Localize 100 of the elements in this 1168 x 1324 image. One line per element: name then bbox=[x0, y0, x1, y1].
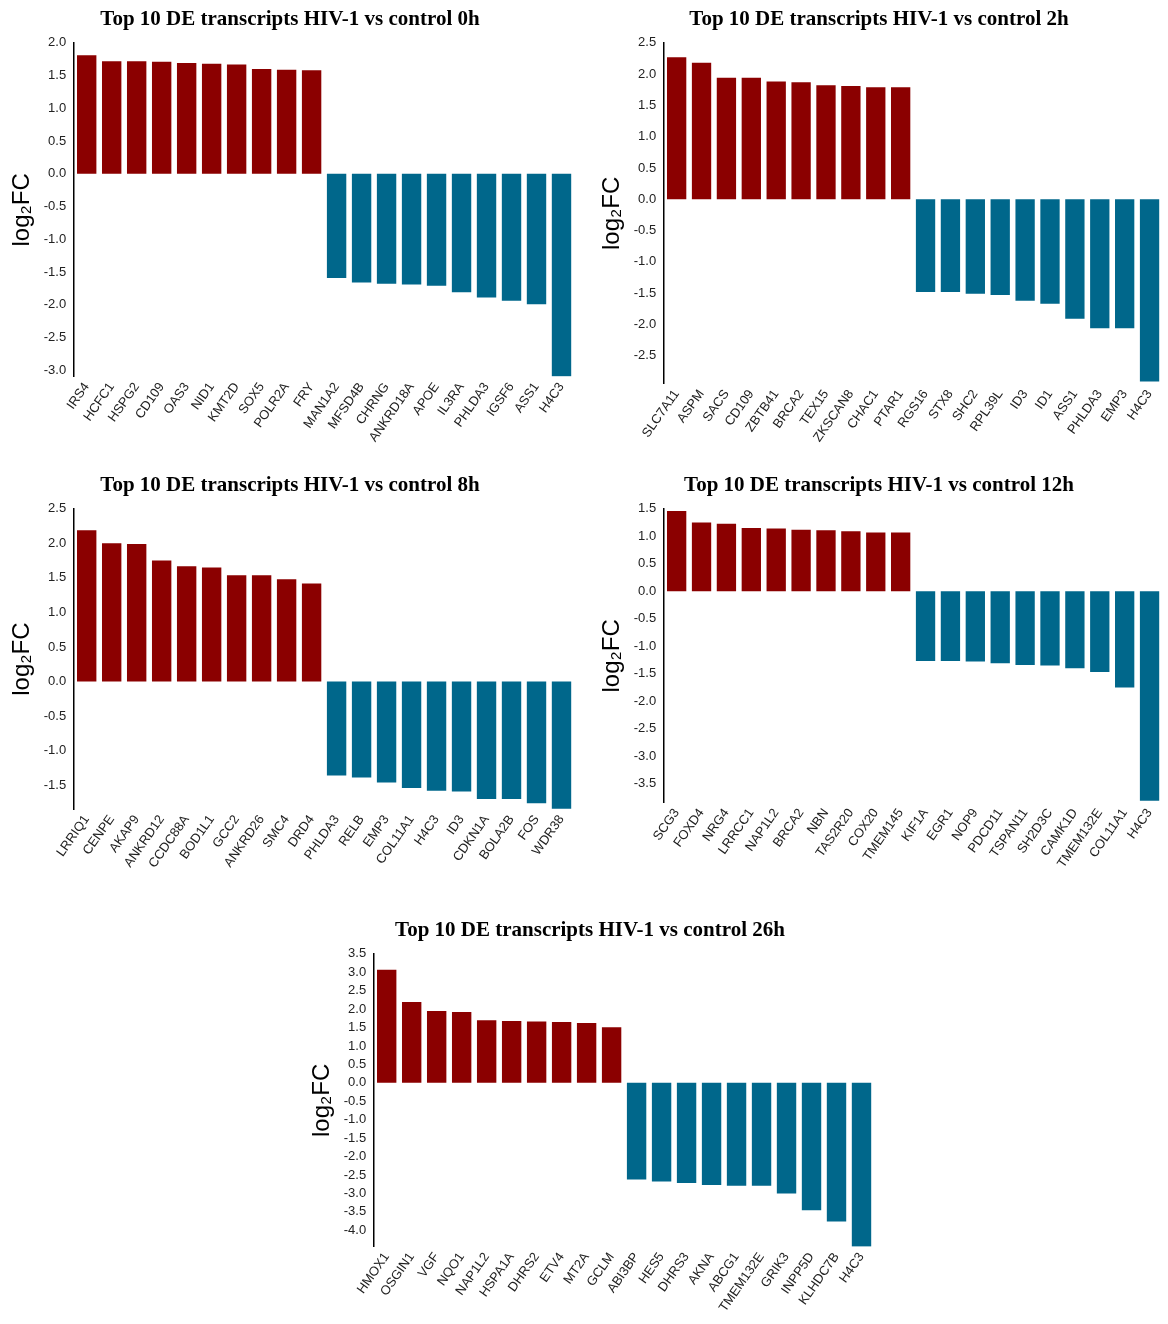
bar bbox=[915, 199, 936, 292]
bar bbox=[1015, 591, 1035, 665]
bar bbox=[301, 70, 322, 174]
bar bbox=[101, 61, 122, 174]
chart-title: Top 10 DE transcripts HIV-1 vs control 8h bbox=[99, 471, 481, 498]
bar bbox=[716, 523, 737, 592]
bar bbox=[526, 1021, 547, 1083]
bar bbox=[576, 1023, 597, 1083]
bar bbox=[1065, 199, 1085, 319]
y-tick-label: -2.5 bbox=[633, 347, 657, 363]
bar bbox=[451, 173, 472, 293]
y-tick-label: -0.5 bbox=[43, 707, 67, 723]
y-axis-title: log₂FC bbox=[597, 619, 625, 693]
y-tick-label: 3.5 bbox=[348, 945, 367, 961]
bar bbox=[751, 1082, 772, 1186]
chart-title: Top 10 DE transcripts HIV-1 vs control 12h bbox=[683, 471, 1075, 498]
y-tick-label: 1.0 bbox=[348, 1037, 367, 1053]
bar bbox=[691, 522, 712, 592]
bar bbox=[1065, 591, 1085, 669]
bar bbox=[426, 681, 447, 791]
bar bbox=[940, 591, 961, 662]
chart-title: Top 10 DE transcripts HIV-1 vs control 0h bbox=[99, 5, 481, 32]
y-tick-label: 1.5 bbox=[638, 500, 657, 516]
y-tick-label: 1.0 bbox=[638, 128, 657, 144]
bar bbox=[676, 1082, 697, 1184]
bar bbox=[1115, 591, 1135, 688]
bar bbox=[701, 1082, 722, 1185]
bar bbox=[377, 969, 397, 1083]
y-tick-label: -2.5 bbox=[43, 329, 67, 345]
y-tick-label: -3.0 bbox=[633, 747, 657, 763]
bar bbox=[276, 579, 297, 682]
bar bbox=[666, 511, 687, 592]
bar bbox=[776, 1082, 797, 1194]
bar bbox=[126, 61, 147, 174]
y-tick-label: 2.0 bbox=[638, 65, 657, 81]
y-tick-label: -3.0 bbox=[343, 1184, 367, 1200]
bar bbox=[401, 681, 422, 788]
bar bbox=[1139, 199, 1160, 382]
y-tick-label: -1.5 bbox=[633, 665, 657, 681]
y-tick-label: -1.0 bbox=[633, 253, 657, 269]
y-tick-label: 0.0 bbox=[638, 582, 657, 598]
bar bbox=[401, 173, 422, 285]
bar bbox=[801, 1082, 822, 1211]
bar bbox=[816, 530, 836, 592]
bar bbox=[451, 681, 472, 792]
bar bbox=[176, 566, 197, 682]
bar bbox=[326, 681, 347, 776]
y-tick-label: -1.5 bbox=[343, 1129, 367, 1145]
y-tick-label: 0.0 bbox=[348, 1074, 367, 1090]
bar bbox=[766, 81, 786, 200]
bar bbox=[101, 543, 122, 682]
y-tick-label: 0.5 bbox=[638, 159, 657, 175]
y-tick-label: 3.0 bbox=[348, 963, 367, 979]
bar bbox=[851, 1082, 872, 1247]
chart-title: Top 10 DE transcripts HIV-1 vs control 2h bbox=[688, 5, 1070, 32]
y-tick-label: -1.0 bbox=[633, 637, 657, 653]
y-tick-label: -0.5 bbox=[43, 198, 67, 214]
y-tick-label: -1.5 bbox=[633, 284, 657, 300]
bar bbox=[151, 560, 172, 682]
bar bbox=[766, 528, 786, 592]
y-tick-label: -0.5 bbox=[633, 610, 657, 626]
bar bbox=[201, 63, 222, 174]
bar bbox=[915, 591, 936, 662]
bar bbox=[1015, 199, 1035, 301]
bar bbox=[351, 173, 372, 283]
bar bbox=[376, 681, 397, 783]
bar bbox=[826, 1082, 847, 1222]
y-tick-label: 2.5 bbox=[638, 34, 657, 50]
y-tick-label: 1.5 bbox=[638, 96, 657, 112]
bar bbox=[251, 575, 272, 682]
bar bbox=[990, 199, 1010, 296]
y-tick-label: 1.0 bbox=[638, 527, 657, 543]
bar bbox=[666, 57, 687, 200]
bar bbox=[741, 77, 761, 200]
y-tick-label: -1.0 bbox=[343, 1111, 367, 1127]
bar bbox=[990, 591, 1010, 664]
bar bbox=[891, 532, 911, 592]
y-tick-label: 0.0 bbox=[48, 165, 67, 181]
bar bbox=[626, 1082, 647, 1180]
bar bbox=[741, 528, 761, 592]
chart-title: Top 10 DE transcripts HIV-1 vs control 26h bbox=[394, 916, 786, 943]
y-tick-label: -0.5 bbox=[633, 222, 657, 238]
bar bbox=[201, 567, 222, 682]
bar bbox=[77, 530, 97, 682]
y-tick-label: 1.0 bbox=[48, 604, 67, 620]
bar bbox=[126, 544, 147, 682]
bar bbox=[77, 55, 97, 174]
y-tick-label: -1.5 bbox=[43, 776, 67, 792]
bar bbox=[151, 61, 172, 174]
bar bbox=[501, 681, 522, 799]
y-tick-label: 2.0 bbox=[48, 34, 67, 50]
bar bbox=[426, 173, 447, 286]
bar bbox=[326, 173, 347, 278]
bar bbox=[426, 1010, 447, 1083]
bar bbox=[276, 69, 297, 174]
y-tick-label: 2.5 bbox=[48, 500, 67, 516]
bar bbox=[226, 575, 247, 682]
y-tick-label: -3.5 bbox=[633, 775, 657, 791]
bar bbox=[501, 1020, 522, 1083]
bar bbox=[351, 681, 372, 778]
